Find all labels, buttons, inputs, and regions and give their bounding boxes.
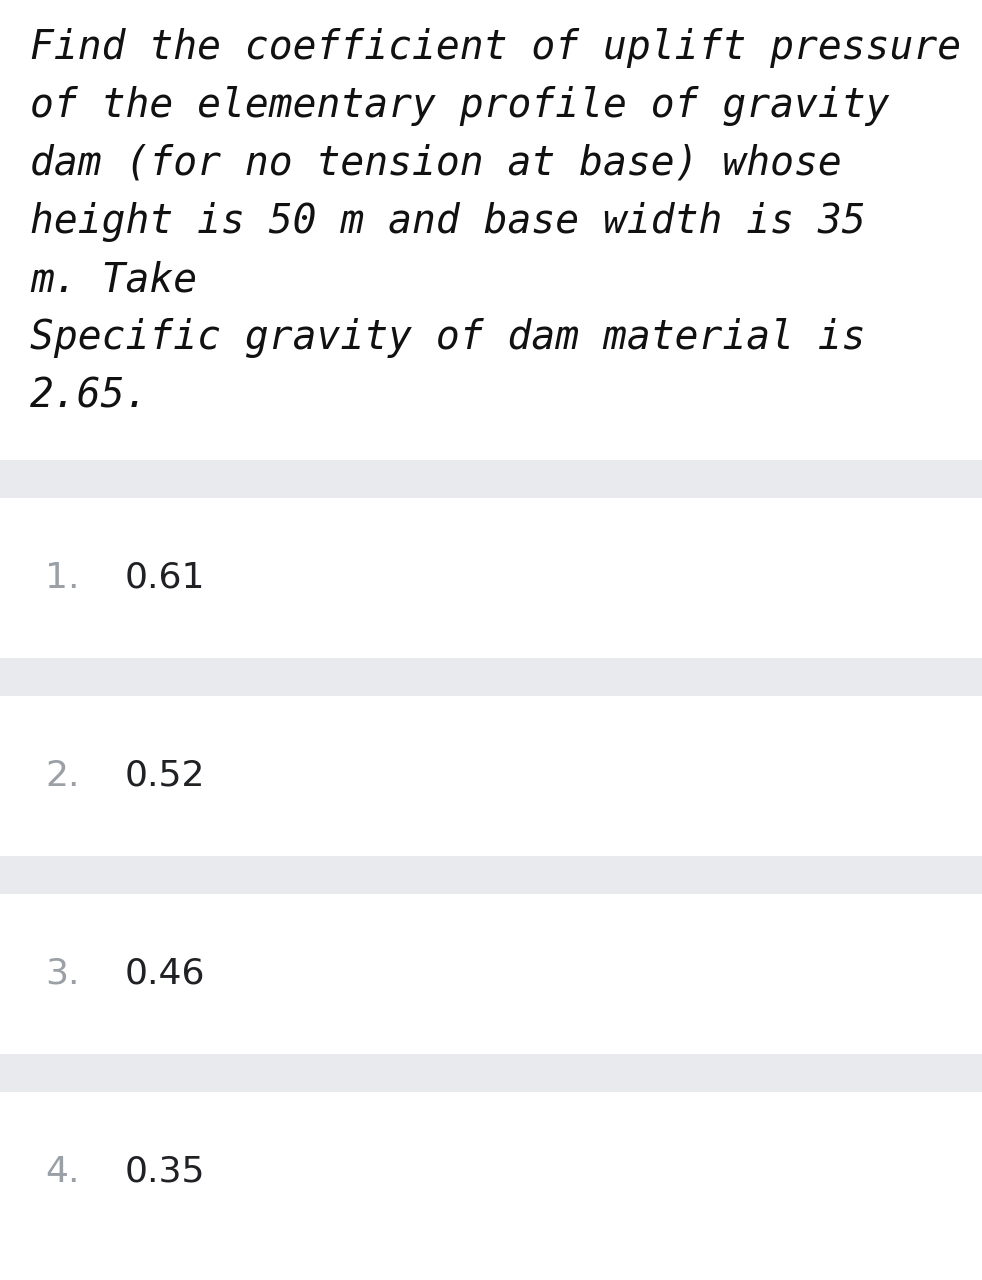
Bar [0, 460, 982, 498]
Bar [0, 856, 982, 893]
Text: 0.61: 0.61 [125, 561, 205, 595]
Text: Specific gravity of dam material is: Specific gravity of dam material is [30, 317, 865, 358]
Text: 2.65.: 2.65. [30, 376, 149, 416]
Text: 3.: 3. [45, 957, 80, 991]
Text: m. Take: m. Take [30, 260, 197, 300]
Text: 0.46: 0.46 [125, 957, 205, 991]
Bar [0, 696, 982, 856]
Bar [0, 0, 982, 460]
Bar [0, 498, 982, 658]
Text: 1.: 1. [45, 561, 80, 595]
Text: 0.52: 0.52 [125, 759, 205, 794]
Text: 4.: 4. [45, 1155, 80, 1189]
Bar [0, 1092, 982, 1252]
Text: Find the coefficient of uplift pressure: Find the coefficient of uplift pressure [30, 28, 961, 68]
Text: 2.: 2. [45, 759, 80, 794]
Bar [0, 893, 982, 1053]
Text: of the elementary profile of gravity: of the elementary profile of gravity [30, 86, 890, 125]
Bar [0, 1053, 982, 1092]
Text: dam (for no tension at base) whose: dam (for no tension at base) whose [30, 143, 842, 184]
Bar [0, 658, 982, 696]
Text: 0.35: 0.35 [125, 1155, 205, 1189]
Text: height is 50 m and base width is 35: height is 50 m and base width is 35 [30, 202, 865, 242]
